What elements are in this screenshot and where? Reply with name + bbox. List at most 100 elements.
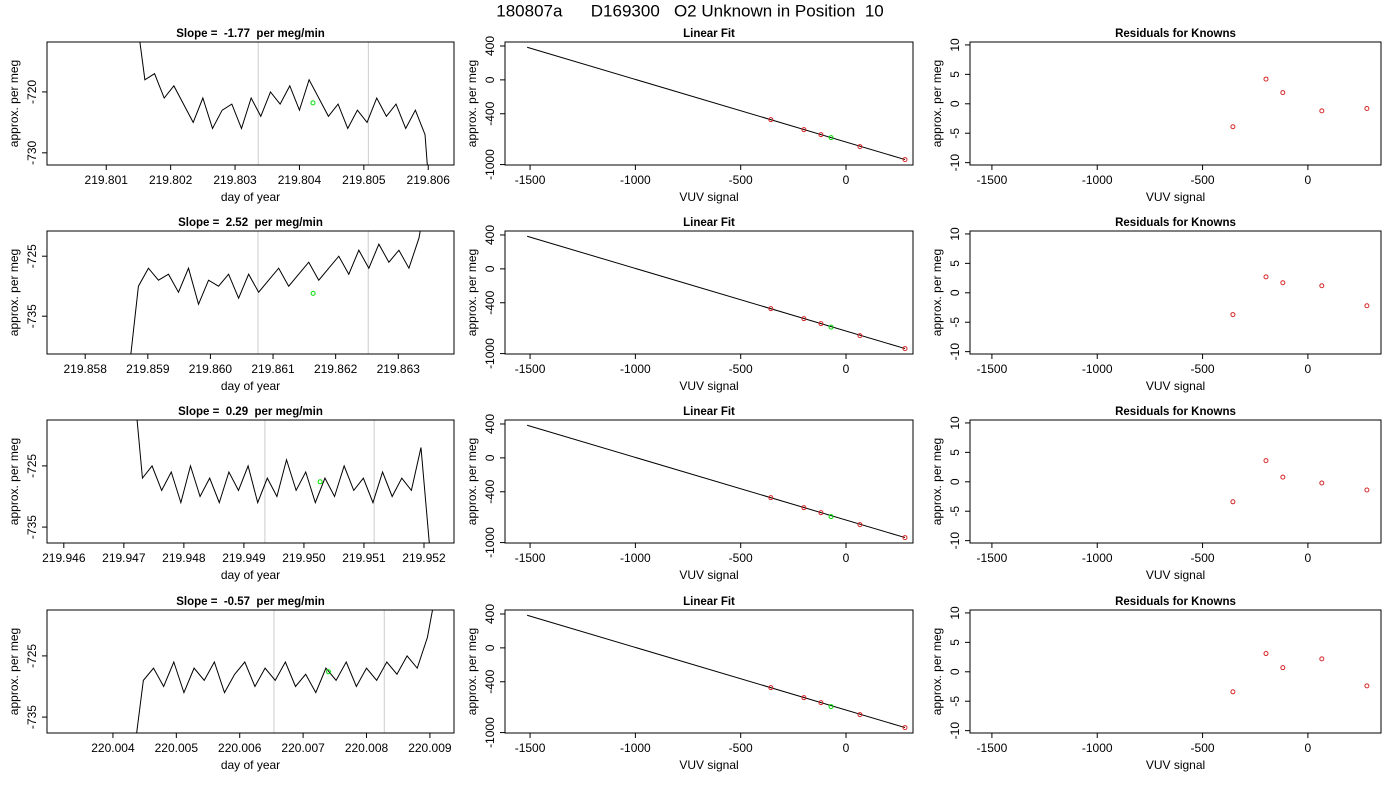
data-point	[1263, 274, 1269, 280]
y-tick-label: 5	[948, 639, 962, 646]
y-tick-label: 0	[948, 668, 962, 675]
figure-title: 180807a D169300 O2 Unknown in Position 1…	[496, 1, 883, 20]
y-tick-label: -5	[948, 317, 962, 328]
x-tick-label: 219.947	[102, 551, 146, 565]
y-tick-label: 400	[483, 604, 497, 624]
panel: Residuals for Knowns VUV signal approx. pe…	[930, 596, 1382, 772]
y-tick-label: -10	[948, 154, 962, 172]
panel-title: Residuals for Knowns	[1115, 217, 1236, 229]
y-tick-label: 10	[948, 416, 962, 430]
data-point	[310, 290, 316, 296]
y-tick-label: -725	[25, 644, 39, 668]
y-tick-label: -725	[25, 244, 39, 268]
data-point	[310, 100, 316, 106]
data-point	[1319, 480, 1325, 486]
data-point	[1230, 689, 1236, 695]
x-tick-label: 219.950	[282, 551, 326, 565]
x-tick-label: 0	[843, 741, 850, 755]
y-tick-label: 400	[483, 225, 497, 245]
y-tick-label: -5	[948, 128, 962, 139]
x-tick-label: 0	[843, 551, 850, 565]
panel: Slope = 2.52 per meg/min day of year appro…	[7, 217, 455, 393]
data-point	[1319, 108, 1325, 114]
x-axis-label: VUV signal	[679, 190, 738, 204]
y-tick-label: -730	[25, 140, 39, 164]
y-tick-label: 0	[948, 100, 962, 107]
x-tick-label: -1000	[1082, 741, 1113, 755]
plot-frame	[46, 419, 455, 544]
y-tick-label: -725	[25, 454, 39, 478]
y-tick-label: -5	[948, 506, 962, 517]
plot-area	[1230, 458, 1370, 505]
y-tick-label: -400	[483, 290, 497, 314]
x-tick-label: -1500	[977, 362, 1008, 376]
plot-area	[139, 42, 428, 165]
y-axis-label: approx. per meg	[7, 60, 21, 147]
x-tick-label: 219.860	[189, 362, 233, 376]
data-point	[1280, 90, 1286, 96]
x-tick-label: -1000	[1082, 173, 1113, 187]
data-point	[818, 510, 824, 516]
panel-title: Linear Fit	[683, 406, 735, 418]
data-point	[317, 479, 323, 485]
y-tick-label: -10	[948, 532, 962, 550]
x-tick-label: 219.948	[162, 551, 206, 565]
x-tick-label: 219.859	[126, 362, 170, 376]
x-tick-label: -1500	[977, 741, 1008, 755]
data-line	[526, 46, 906, 161]
x-tick-label: 219.863	[377, 362, 421, 376]
x-tick-label: -500	[729, 173, 753, 187]
data-point	[1319, 656, 1325, 662]
x-tick-label: -500	[729, 362, 753, 376]
data-line	[526, 235, 906, 350]
x-tick-label: 219.801	[85, 173, 129, 187]
data-point	[857, 712, 863, 718]
data-line	[139, 42, 428, 165]
y-tick-label: -10	[948, 343, 962, 361]
data-point	[828, 135, 834, 141]
plot-frame	[46, 609, 455, 734]
data-point	[1280, 665, 1286, 671]
plot-area	[1230, 274, 1370, 318]
y-tick-label: -5	[948, 696, 962, 707]
y-axis-label: approx. per meg	[7, 628, 21, 715]
y-tick-label: 0	[948, 478, 962, 485]
data-point	[1230, 124, 1236, 130]
x-axis-label: day of year	[221, 190, 280, 204]
x-tick-label: -1500	[515, 362, 546, 376]
panel-title: Linear Fit	[683, 217, 735, 229]
data-point	[801, 505, 807, 511]
panel-title: Slope = 2.52 per meg/min	[178, 217, 323, 229]
plot-area	[526, 235, 908, 352]
x-axis-label: day of year	[221, 379, 280, 393]
y-tick-label: -1000	[483, 527, 497, 558]
data-point	[1230, 312, 1236, 318]
y-tick-label: 5	[948, 260, 962, 267]
x-tick-label: -1500	[515, 173, 546, 187]
y-axis-label: approx. per meg	[465, 438, 479, 525]
x-tick-label: -1000	[1082, 362, 1113, 376]
x-tick-label: 219.951	[342, 551, 386, 565]
x-tick-label: 0	[843, 173, 850, 187]
plot-area	[1230, 76, 1370, 130]
x-tick-label: 219.803	[213, 173, 257, 187]
y-axis-label: approx. per meg	[7, 438, 21, 525]
y-tick-label: 0	[483, 644, 497, 651]
plot-area	[526, 424, 908, 541]
data-point	[857, 333, 863, 339]
data-point	[902, 346, 908, 352]
y-tick-label: -400	[483, 101, 497, 125]
data-point	[801, 127, 807, 133]
y-tick-label: -735	[25, 515, 39, 539]
y-tick-label: -1000	[483, 338, 497, 369]
y-axis-label: approx. per meg	[930, 60, 944, 147]
x-tick-label: 0	[1305, 362, 1312, 376]
x-tick-label: -500	[1191, 741, 1215, 755]
data-point	[818, 700, 824, 706]
data-point	[1280, 474, 1286, 480]
data-point	[1230, 499, 1236, 505]
data-point	[1263, 458, 1269, 464]
y-axis-label: approx. per meg	[465, 60, 479, 147]
data-point	[768, 685, 774, 691]
x-tick-label: 219.804	[278, 173, 322, 187]
